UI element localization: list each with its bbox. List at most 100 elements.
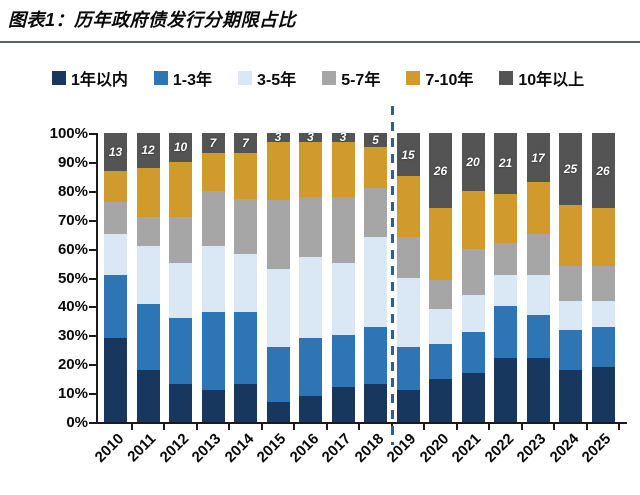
legend-item: 10年以上: [499, 66, 584, 90]
legend-label: 1年以内: [71, 72, 128, 89]
legend-item: 3-5年: [238, 66, 296, 90]
bar-segment-1-3年: [136, 303, 160, 370]
x-axis-tick: [325, 424, 328, 430]
bar-segment-5-7年: [169, 216, 192, 264]
bar-segment-10年以上: 17: [526, 133, 550, 183]
y-axis-tick: [89, 133, 96, 135]
bar-segment-10年以上: 7: [201, 133, 225, 154]
bar-2020: 26: [429, 133, 452, 422]
y-axis-tick: [89, 277, 96, 280]
bar-2014: 7: [234, 133, 257, 422]
bar-segment-1-3年: [396, 346, 420, 391]
bar-segment-1-3年: [299, 338, 322, 396]
legend-item: 1年以内: [52, 66, 128, 90]
y-axis-tick: [89, 422, 96, 424]
x-axis-tick: [260, 424, 263, 430]
legend-label: 5-7年: [341, 72, 381, 89]
data-label: 5: [372, 133, 379, 148]
bar-segment-3-5年: [104, 234, 127, 275]
y-axis-line: [96, 133, 98, 424]
bar-2021: 20: [461, 133, 485, 422]
bar-segment-7-10年: [169, 161, 192, 217]
bar-segment-10年以上: 26: [429, 133, 452, 209]
y-axis-label: 50%: [57, 269, 88, 287]
bar-segment-1-3年: [234, 312, 257, 385]
bar-2010: 13: [104, 133, 127, 422]
bar-segment-10年以上: 7: [234, 133, 257, 154]
bar-segment-1年以内: [331, 387, 355, 422]
bar-segment-3-5年: [461, 294, 485, 333]
bar-segment-5-7年: [234, 199, 257, 255]
page-title: 图表1：历年政府债发行分期限占比: [8, 10, 297, 30]
y-axis-tick: [89, 364, 96, 367]
y-axis-tick: [89, 190, 96, 193]
bar-segment-10年以上: 3: [266, 130, 290, 145]
bar-segment-1-3年: [201, 312, 225, 391]
y-axis-label: 40%: [57, 298, 88, 316]
bar-segment-3-5年: [169, 263, 192, 318]
bar-segment-5-7年: [201, 190, 225, 246]
y-axis-tick: [89, 335, 96, 338]
legend-item: 1-3年: [153, 66, 213, 90]
bar-segment-1年以内: [429, 378, 452, 422]
bar-segment-1年以内: [136, 369, 160, 422]
bar-2022: 21: [494, 133, 517, 422]
data-label: 26: [596, 163, 610, 178]
bar-segment-10年以上: 12: [136, 133, 160, 168]
bar-segment-7-10年: [429, 208, 452, 281]
data-label: 3: [307, 130, 314, 145]
bar-segment-5-7年: [299, 196, 322, 258]
y-axis-tick: [89, 306, 96, 309]
forecast-divider-dashed-line: [390, 106, 394, 445]
y-axis-label: 0%: [66, 414, 88, 431]
bar-segment-7-10年: [526, 182, 550, 235]
legend-swatch-icon: [52, 71, 66, 85]
y-axis-tick: [89, 161, 96, 164]
data-label: 3: [339, 130, 347, 145]
bar-segment-1年以内: [266, 401, 290, 422]
bar-2025: 26: [591, 133, 615, 422]
y-axis-label: 20%: [57, 356, 88, 374]
bar-segment-10年以上: 15: [396, 133, 420, 177]
bar-segment-3-5年: [559, 300, 582, 330]
legend-swatch-icon: [153, 71, 168, 85]
bar-segment-7-10年: [559, 205, 582, 266]
bar-segment-7-10年: [331, 141, 355, 197]
bar-2016: 3: [299, 130, 322, 422]
title-divider-line: [0, 41, 640, 43]
y-axis-tick: [89, 393, 96, 396]
legend-item: 5-7年: [322, 66, 380, 90]
data-label: 21: [498, 156, 513, 171]
bar-segment-3-5年: [396, 277, 420, 347]
bar-segment-1-3年: [494, 306, 517, 359]
bar-2013: 7: [201, 133, 225, 422]
bar-2011: 12: [136, 133, 160, 422]
data-label: 3: [274, 130, 282, 145]
bar-segment-3-5年: [136, 245, 160, 304]
bar-segment-1-3年: [461, 332, 485, 373]
bar-segment-1年以内: [234, 384, 257, 422]
bar-segment-1-3年: [104, 274, 127, 339]
bar-segment-1-3年: [169, 317, 192, 385]
y-axis-label: 90%: [57, 153, 88, 171]
bar-2024: 25: [559, 133, 582, 422]
bar-segment-7-10年: [266, 141, 290, 200]
data-label: 26: [433, 163, 448, 178]
legend-label: 1-3年: [172, 72, 213, 89]
bar-segment-10年以上: 13: [104, 133, 127, 171]
x-axis-tick: [228, 424, 231, 430]
legend-swatch-icon: [406, 71, 421, 85]
bar-segment-3-5年: [299, 257, 322, 339]
legend-swatch-icon: [238, 71, 253, 85]
bar-segment-10年以上: 25: [559, 133, 582, 206]
bar-segment-1年以内: [461, 372, 485, 422]
bar-2015: 3: [266, 130, 290, 422]
bar-segment-3-5年: [234, 254, 257, 313]
bar-segment-1-3年: [364, 326, 387, 385]
bar-segment-10年以上: 10: [169, 133, 192, 162]
data-label: 7: [242, 136, 249, 151]
chart-legend: 1年以内 1-3年 3-5年 5-7年 7-10年 10年以上: [52, 66, 612, 90]
bar-segment-1年以内: [396, 390, 420, 422]
x-axis-tick: [163, 424, 166, 430]
x-axis-tick: [293, 424, 296, 430]
